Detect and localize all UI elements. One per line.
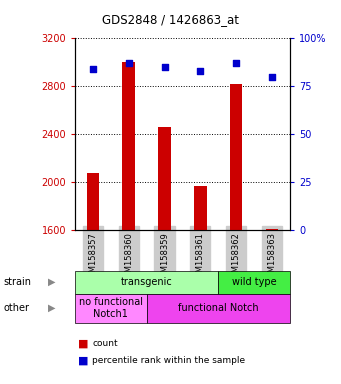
Bar xyxy=(158,127,171,230)
Bar xyxy=(122,62,135,230)
Text: GDS2848 / 1426863_at: GDS2848 / 1426863_at xyxy=(102,13,239,26)
Bar xyxy=(266,229,278,230)
Point xyxy=(126,60,131,66)
Bar xyxy=(194,186,207,230)
Text: ■: ■ xyxy=(78,356,89,366)
Point xyxy=(233,60,239,66)
Text: percentile rank within the sample: percentile rank within the sample xyxy=(92,356,245,366)
Text: ■: ■ xyxy=(78,339,89,349)
Text: no functional
Notch1: no functional Notch1 xyxy=(79,297,143,319)
Text: other: other xyxy=(3,303,29,313)
Text: wild type: wild type xyxy=(232,277,276,287)
Text: count: count xyxy=(92,339,118,348)
Text: functional Notch: functional Notch xyxy=(178,303,258,313)
Bar xyxy=(230,84,242,230)
Text: strain: strain xyxy=(3,277,31,287)
Point xyxy=(162,64,167,70)
Text: transgenic: transgenic xyxy=(121,277,173,287)
Bar xyxy=(87,173,99,230)
Text: ▶: ▶ xyxy=(48,303,55,313)
Point xyxy=(90,66,95,72)
Point xyxy=(197,68,203,74)
Point xyxy=(269,74,275,80)
Text: ▶: ▶ xyxy=(48,277,55,287)
